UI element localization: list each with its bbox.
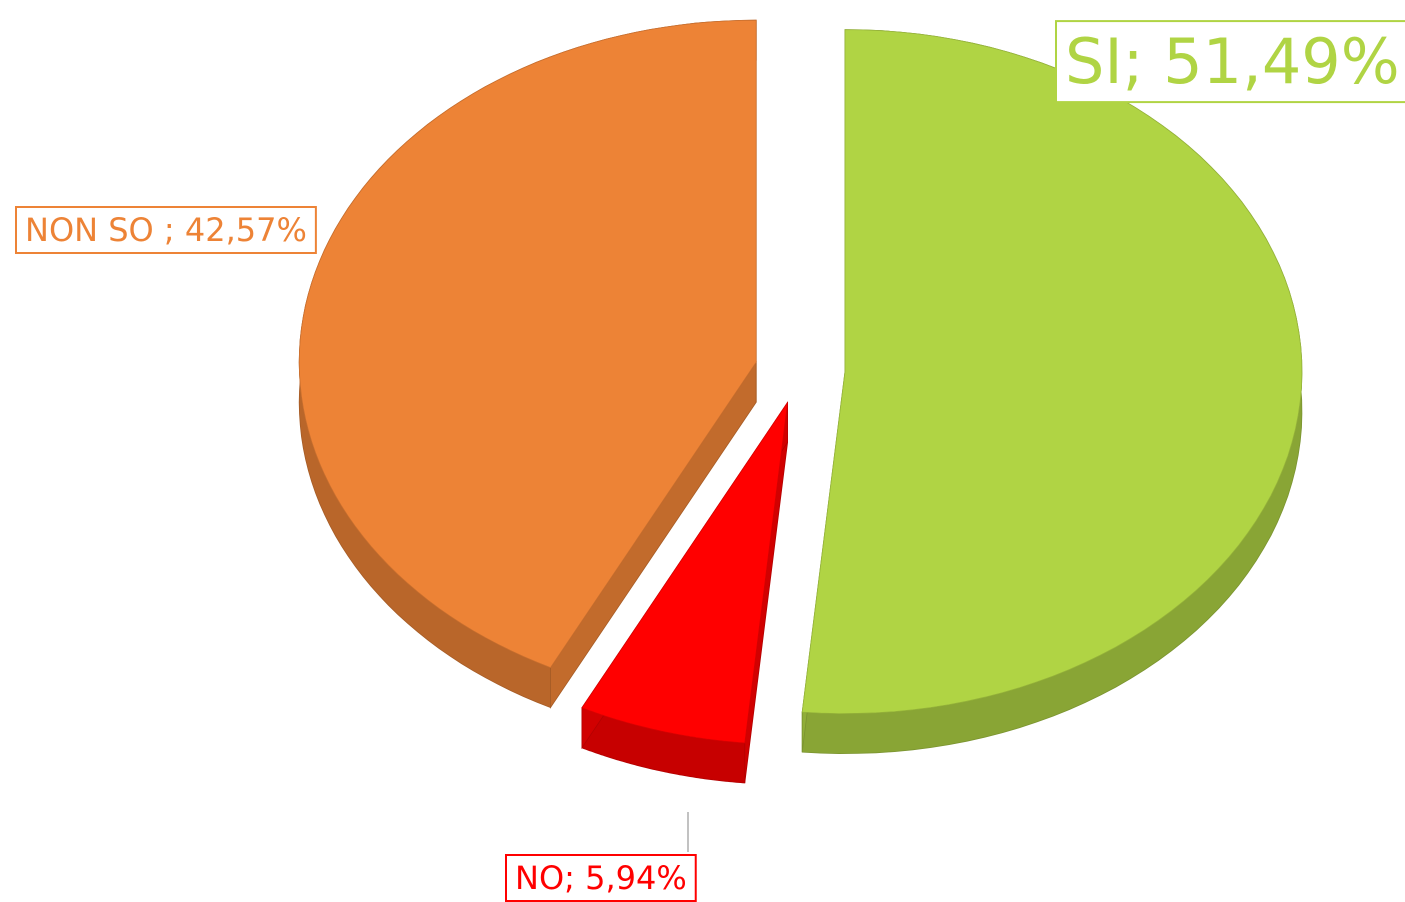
label-box	[505, 854, 697, 902]
data-label: NO; 5,94%	[515, 859, 687, 897]
label-box	[15, 206, 317, 254]
slice	[298, 19, 757, 709]
slice-top	[581, 402, 788, 744]
data-label: SI; 51,49%	[1065, 25, 1400, 98]
data-label: NON SO ; 42,57%	[25, 211, 307, 249]
slice	[801, 29, 1303, 755]
slice-top	[298, 19, 757, 669]
slice-top	[801, 29, 1303, 715]
slice	[581, 401, 788, 784]
label-box	[1055, 20, 1405, 104]
